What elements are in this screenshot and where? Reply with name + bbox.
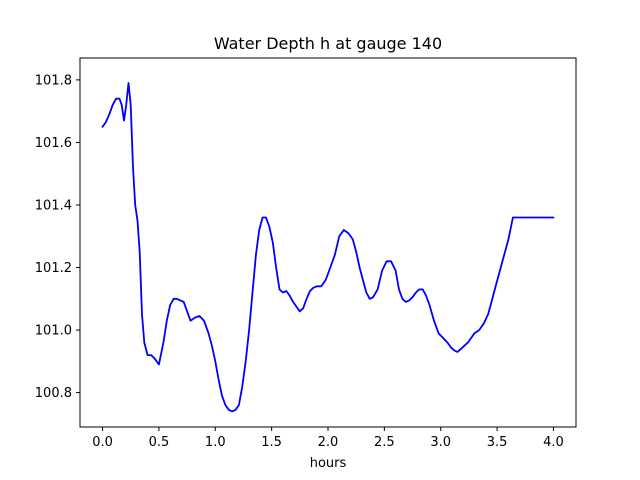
y-tick-label: 100.8 — [35, 386, 72, 401]
y-tick-label: 101.6 — [35, 136, 72, 151]
x-tick-label: 0.0 — [92, 435, 113, 450]
x-tick-label: 2.0 — [318, 435, 339, 450]
y-axis: 100.8 101.0 101.2 101.4 101.6 101.8 — [35, 73, 80, 401]
y-tick-label: 101.0 — [35, 324, 72, 339]
x-tick-label: 4.0 — [543, 435, 564, 450]
y-tick-label: 101.8 — [35, 73, 72, 88]
x-tick-label: 3.5 — [487, 435, 508, 450]
series-line — [101, 82, 555, 413]
x-tick-label: 1.0 — [205, 435, 226, 450]
x-tick-label: 3.0 — [430, 435, 451, 450]
x-axis: 0.0 0.5 1.0 1.5 2.0 2.5 3.0 3.5 4.0 — [92, 427, 564, 450]
chart-title: Water Depth h at gauge 140 — [214, 34, 442, 53]
x-tick-label: 1.5 — [261, 435, 282, 450]
x-tick-label: 0.5 — [149, 435, 170, 450]
y-tick-label: 101.2 — [35, 261, 72, 276]
x-axis-label: hours — [310, 456, 347, 471]
y-tick-label: 101.4 — [35, 198, 72, 213]
plot-area — [101, 82, 555, 413]
x-tick-label: 2.5 — [374, 435, 395, 450]
